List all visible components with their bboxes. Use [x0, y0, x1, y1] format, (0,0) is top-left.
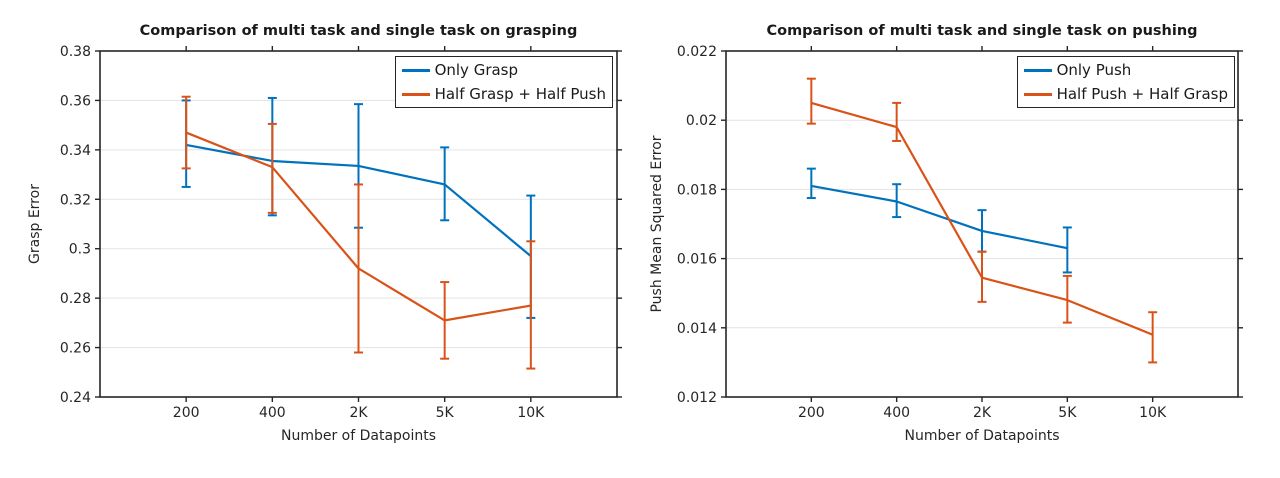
x-tick-label: 200 [798, 405, 825, 421]
legend-label: Only Grasp [434, 61, 519, 79]
series-only-push [806, 167, 1072, 274]
y-tick-label: 0.28 [60, 291, 91, 307]
y-tick-label: 0.32 [60, 192, 91, 208]
x-tick-label: 400 [883, 405, 910, 421]
blue-line-swatch [401, 68, 430, 72]
y-tick-label: 0.022 [677, 44, 717, 60]
error-bars [806, 167, 1072, 274]
axis-ticks [95, 46, 622, 402]
y-tick-label: 0.3 [69, 242, 91, 258]
grasping-chart: Comparison of multi task and single task… [27, 23, 622, 444]
y-tick-label: 0.018 [677, 182, 717, 198]
x-tick-label: 2K [349, 405, 368, 421]
x-axis-label: Number of Datapoints [280, 428, 437, 444]
error-bars [806, 77, 1158, 364]
series-line [185, 131, 532, 322]
x-tick-label: 200 [173, 405, 200, 421]
legend: Only Push Half Push + Half Grasp [1016, 56, 1235, 108]
legend-entry: Half Push + Half Grasp [1023, 82, 1228, 106]
legend-entry: Only Grasp [401, 58, 606, 82]
y-tick-label: 0.26 [60, 341, 91, 357]
chart-title: Comparison of multi task and single task… [139, 23, 578, 39]
legend-label: Half Push + Half Grasp [1056, 85, 1228, 103]
x-axis-label: Number of Datapoints [904, 428, 1060, 444]
x-tick-label: 5K [436, 405, 455, 421]
axis-ticks [721, 46, 1243, 402]
y-tick-label: 0.014 [677, 321, 717, 337]
orange-line-swatch [401, 92, 430, 96]
orange-line-swatch [1023, 92, 1052, 96]
plot-area: 0.24 0.26 0.28 0.3 0.32 0.34 0.36 0.38 200 400 2K 5… [60, 44, 622, 421]
y-tick-label: 0.016 [677, 252, 717, 268]
y-tick-label: 0.24 [60, 390, 91, 406]
y-tick-label: 0.38 [60, 44, 91, 60]
series-half-push-half-grasp [806, 77, 1158, 364]
x-tick-label: 2K [973, 405, 992, 421]
legend-entry: Only Push [1023, 58, 1228, 82]
tick-labels: 0.012 0.014 0.016 0.018 0.02 0.022 200 400 2K 5K 1… [677, 44, 1167, 421]
series-line [811, 101, 1154, 336]
series-half-grasp-half-push [181, 95, 536, 370]
x-tick-label: 10K [1139, 405, 1167, 421]
plot-area: 0.012 0.014 0.016 0.018 0.02 0.022 200 400 2K 5K 1… [677, 44, 1243, 421]
x-tick-label: 10K [517, 405, 545, 421]
legend-label: Half Grasp + Half Push [434, 85, 606, 103]
y-tick-label: 0.012 [677, 390, 717, 406]
tick-labels: 0.24 0.26 0.28 0.3 0.32 0.34 0.36 0.38 200 400 2K 5… [60, 44, 545, 421]
y-tick-label: 0.34 [60, 143, 91, 159]
chart-title: Comparison of multi task and single task… [766, 23, 1198, 39]
x-tick-label: 400 [259, 405, 286, 421]
legend-label: Only Push [1056, 61, 1132, 79]
legend-entry: Half Grasp + Half Push [401, 82, 606, 106]
legend: Only Grasp Half Grasp + Half Push [394, 56, 613, 108]
pushing-chart: Comparison of multi task and single task… [640, 0, 1280, 478]
blue-line-swatch [1023, 68, 1052, 72]
y-tick-label: 0.36 [60, 93, 91, 109]
series-line [811, 184, 1068, 250]
x-tick-label: 5K [1058, 405, 1077, 421]
y-tick-label: 0.02 [686, 113, 717, 129]
